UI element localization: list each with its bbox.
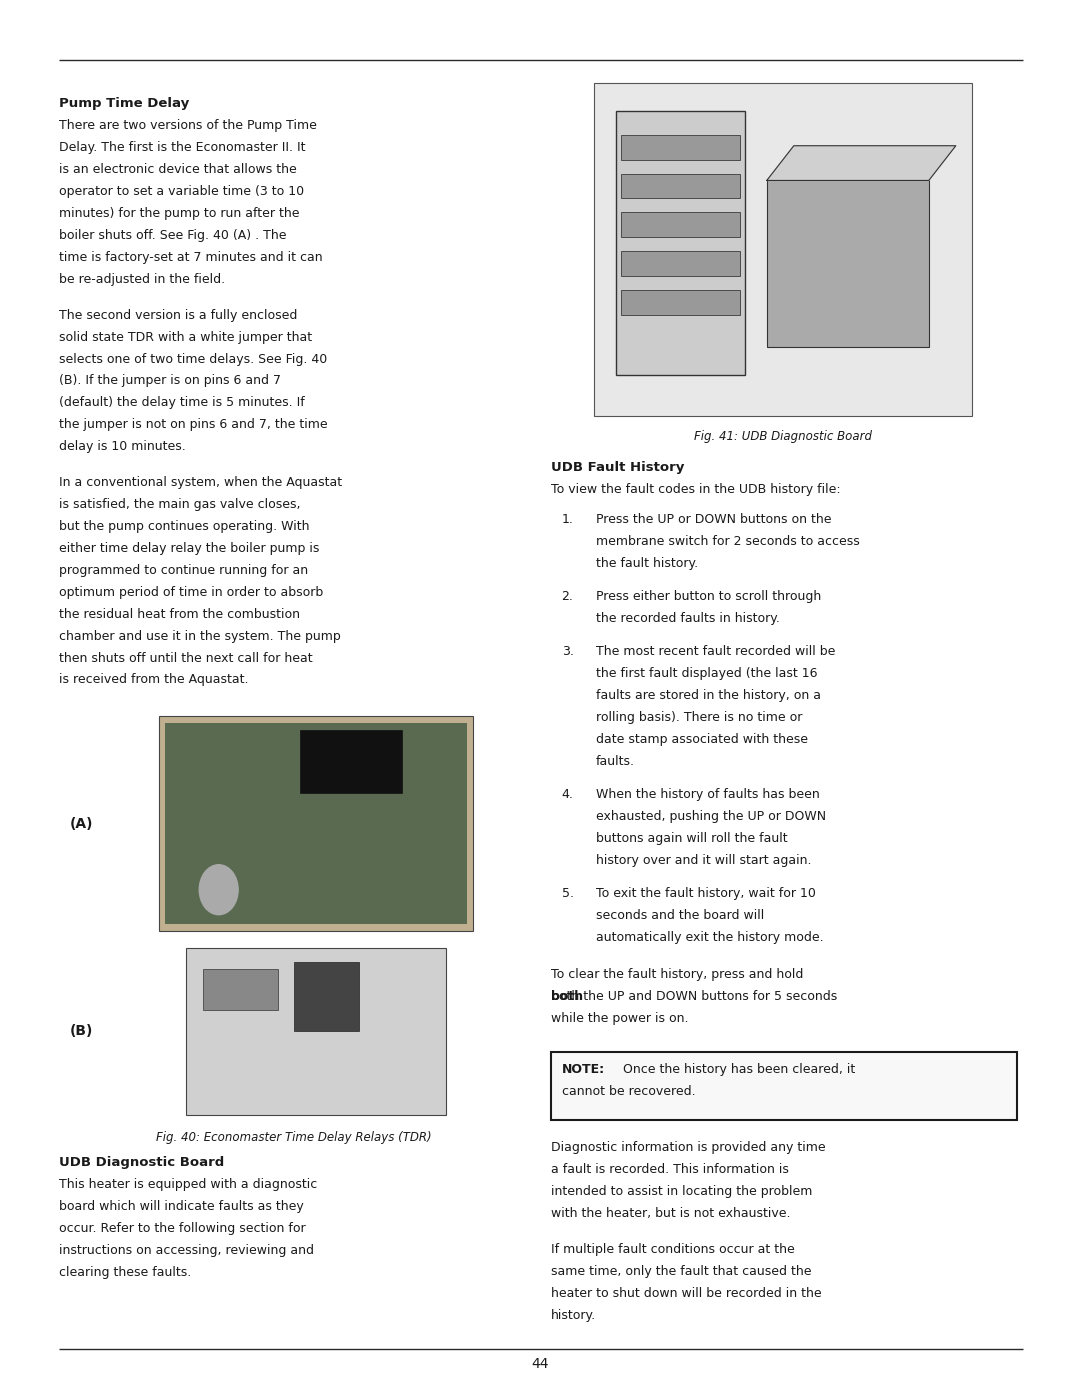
Text: There are two versions of the Pump Time: There are two versions of the Pump Time	[59, 119, 318, 132]
FancyBboxPatch shape	[300, 730, 403, 793]
Text: faults are stored in the history, on a: faults are stored in the history, on a	[596, 688, 821, 702]
Text: The most recent fault recorded will be: The most recent fault recorded will be	[596, 645, 836, 658]
Text: NOTE:: NOTE:	[562, 1063, 605, 1076]
Text: the jumper is not on pins 6 and 7, the time: the jumper is not on pins 6 and 7, the t…	[59, 418, 328, 432]
Text: 3.: 3.	[562, 645, 573, 658]
FancyBboxPatch shape	[621, 290, 740, 315]
Text: chamber and use it in the system. The pump: chamber and use it in the system. The pu…	[59, 630, 341, 643]
Polygon shape	[767, 146, 956, 180]
Text: (A): (A)	[70, 816, 94, 831]
Text: same time, only the fault that caused the: same time, only the fault that caused th…	[551, 1264, 811, 1278]
Text: Press the UP or DOWN buttons on the: Press the UP or DOWN buttons on the	[596, 514, 832, 526]
Text: faults.: faults.	[596, 755, 635, 768]
Text: When the history of faults has been: When the history of faults has been	[596, 788, 820, 801]
FancyBboxPatch shape	[294, 962, 359, 1031]
Text: operator to set a variable time (3 to 10: operator to set a variable time (3 to 10	[59, 185, 305, 198]
Text: both: both	[551, 990, 583, 1002]
Text: To view the fault codes in the UDB history file:: To view the fault codes in the UDB histo…	[551, 483, 840, 496]
Text: the first fault displayed (the last 16: the first fault displayed (the last 16	[596, 668, 818, 680]
FancyBboxPatch shape	[621, 174, 740, 198]
Text: This heater is equipped with a diagnostic: This heater is equipped with a diagnosti…	[59, 1178, 318, 1191]
Text: while the power is on.: while the power is on.	[551, 1012, 688, 1024]
Text: the recorded faults in history.: the recorded faults in history.	[596, 612, 780, 625]
Text: boiler shuts off. See Fig. 40 (A) . The: boiler shuts off. See Fig. 40 (A) . The	[59, 229, 287, 242]
Text: UDB Fault History: UDB Fault History	[551, 461, 684, 473]
Text: Press either button to scroll through: Press either button to scroll through	[596, 590, 822, 604]
Text: cannot be recovered.: cannot be recovered.	[562, 1084, 696, 1098]
Text: but the pump continues operating. With: but the pump continues operating. With	[59, 520, 310, 533]
Text: (default) the delay time is 5 minutes. If: (default) the delay time is 5 minutes. I…	[59, 397, 306, 409]
Text: programmed to continue running for an: programmed to continue running for an	[59, 564, 309, 577]
Text: time is factory-set at 7 minutes and it can: time is factory-set at 7 minutes and it …	[59, 251, 323, 264]
FancyBboxPatch shape	[165, 723, 468, 924]
Text: 5.: 5.	[562, 887, 573, 899]
FancyBboxPatch shape	[594, 83, 972, 416]
Text: occur. Refer to the following section for: occur. Refer to the following section fo…	[59, 1223, 306, 1235]
Text: buttons again will roll the fault: buttons again will roll the fault	[596, 831, 787, 845]
Text: minutes) for the pump to run after the: minutes) for the pump to run after the	[59, 207, 300, 221]
Text: delay is 10 minutes.: delay is 10 minutes.	[59, 440, 186, 454]
Text: exhausted, pushing the UP or DOWN: exhausted, pushing the UP or DOWN	[596, 809, 826, 823]
Text: (B). If the jumper is on pins 6 and 7: (B). If the jumper is on pins 6 and 7	[59, 375, 282, 387]
Text: 2.: 2.	[562, 590, 573, 604]
Text: Fig. 40: Economaster Time Delay Relays (TDR): Fig. 40: Economaster Time Delay Relays (…	[157, 1131, 432, 1144]
Text: Fig. 41: UDB Diagnostic Board: Fig. 41: UDB Diagnostic Board	[694, 430, 872, 443]
FancyBboxPatch shape	[621, 251, 740, 276]
Text: Pump Time Delay: Pump Time Delay	[59, 97, 190, 110]
Text: clearing these faults.: clearing these faults.	[59, 1266, 191, 1280]
Text: instructions on accessing, reviewing and: instructions on accessing, reviewing and	[59, 1244, 314, 1258]
Text: To exit the fault history, wait for 10: To exit the fault history, wait for 10	[596, 887, 816, 899]
Text: membrane switch for 2 seconds to access: membrane switch for 2 seconds to access	[596, 536, 860, 548]
FancyBboxPatch shape	[551, 1052, 1017, 1120]
Text: Delay. The first is the Economaster II. It: Delay. The first is the Economaster II. …	[59, 142, 306, 154]
Text: UDB Diagnostic Board: UDB Diagnostic Board	[59, 1156, 225, 1169]
FancyBboxPatch shape	[160, 716, 473, 931]
FancyBboxPatch shape	[767, 180, 929, 347]
FancyBboxPatch shape	[187, 948, 446, 1115]
Text: with the heater, but is not exhaustive.: with the heater, but is not exhaustive.	[551, 1208, 791, 1220]
Text: rolling basis). There is no time or: rolling basis). There is no time or	[596, 711, 802, 725]
Text: 44: 44	[531, 1357, 549, 1371]
Text: seconds and the board will: seconds and the board will	[596, 909, 765, 922]
Text: the fault history.: the fault history.	[596, 557, 699, 570]
Text: Once the history has been cleared, it: Once the history has been cleared, it	[623, 1063, 855, 1076]
Text: The second version is a fully enclosed: The second version is a fully enclosed	[59, 308, 298, 322]
Text: is satisfied, the main gas valve closes,: is satisfied, the main gas valve closes,	[59, 498, 301, 511]
FancyBboxPatch shape	[616, 111, 745, 375]
Text: the residual heat from the combustion: the residual heat from the combustion	[59, 608, 300, 620]
Text: history.: history.	[551, 1309, 596, 1321]
Text: is an electronic device that allows the: is an electronic device that allows the	[59, 164, 297, 176]
Text: intended to assist in locating the problem: intended to assist in locating the probl…	[551, 1185, 812, 1198]
Text: If multiple fault conditions occur at the: If multiple fault conditions occur at th…	[551, 1242, 795, 1256]
Text: In a conventional system, when the Aquastat: In a conventional system, when the Aquas…	[59, 476, 342, 489]
Circle shape	[200, 865, 239, 915]
Text: be re-adjusted in the field.: be re-adjusted in the field.	[59, 273, 226, 286]
Text: To clear the fault history, press and hold: To clear the fault history, press and ho…	[551, 967, 804, 981]
Text: 1.: 1.	[562, 514, 573, 526]
Text: heater to shut down will be recorded in the: heater to shut down will be recorded in …	[551, 1287, 822, 1299]
Text: board which will indicate faults as they: board which will indicate faults as they	[59, 1201, 305, 1213]
Text: then shuts off until the next call for heat: then shuts off until the next call for h…	[59, 651, 313, 665]
Text: either time delay relay the boiler pump is: either time delay relay the boiler pump …	[59, 541, 320, 555]
Text: optimum period of time in order to absorb: optimum period of time in order to absor…	[59, 586, 324, 598]
Text: selects one of two time delays. See Fig. 40: selects one of two time delays. See Fig.…	[59, 353, 327, 365]
Text: solid state TDR with a white jumper that: solid state TDR with a white jumper that	[59, 330, 312, 344]
FancyBboxPatch shape	[203, 969, 279, 1010]
Text: a fault is recorded. This information is: a fault is recorded. This information is	[551, 1163, 788, 1176]
Text: history over and it will start again.: history over and it will start again.	[596, 854, 812, 866]
Text: both the UP and DOWN buttons for 5 seconds: both the UP and DOWN buttons for 5 secon…	[551, 990, 837, 1002]
Text: Diagnostic information is provided any time: Diagnostic information is provided any t…	[551, 1141, 825, 1155]
Text: 4.: 4.	[562, 788, 573, 801]
Text: (B): (B)	[70, 1024, 94, 1038]
FancyBboxPatch shape	[621, 135, 740, 160]
Text: automatically exit the history mode.: automatically exit the history mode.	[596, 930, 824, 944]
FancyBboxPatch shape	[621, 212, 740, 237]
Text: date stamp associated with these: date stamp associated with these	[596, 733, 808, 745]
Text: is received from the Aquastat.: is received from the Aquastat.	[59, 673, 248, 687]
